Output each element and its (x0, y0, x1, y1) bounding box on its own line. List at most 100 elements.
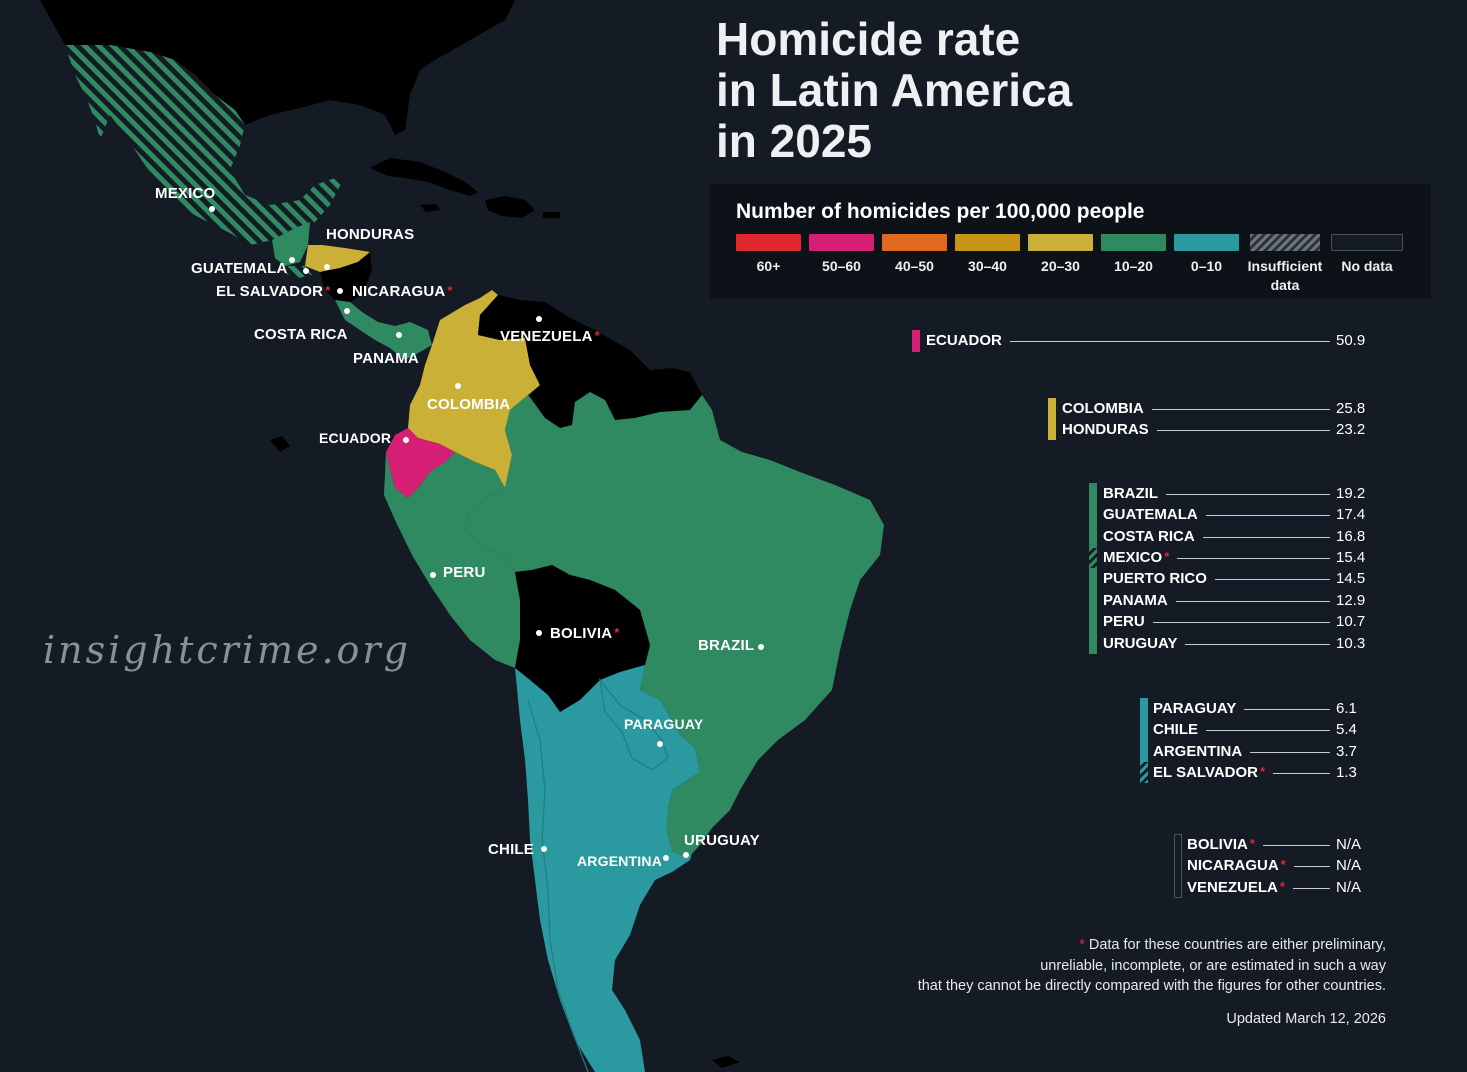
group-bar-20-30 (1048, 398, 1056, 440)
ranking-country: VENEZUELA * (1187, 878, 1285, 896)
ranking-country: COSTA RICA (1103, 527, 1195, 545)
ranking-country: CHILE (1153, 720, 1198, 738)
legend-items: 60+ 50–60 40–50 30–40 20–30 10–20 0–10 (736, 234, 1403, 295)
ranking-row-ecuador: ECUADOR 50.9 (926, 330, 1374, 350)
ranking-value: 12.9 (1336, 591, 1366, 609)
ranking-country: COLOMBIA (1062, 399, 1144, 417)
legend-label: 30–40 (968, 258, 1007, 274)
capital-dots (209, 206, 764, 861)
map-label-peru: PERU (443, 564, 486, 581)
title-line-1: Homicide rate (716, 13, 1021, 65)
legend-label: Insufficient data (1247, 258, 1323, 293)
ranking-value: 17.4 (1336, 505, 1366, 523)
ranking-row-mexico: MEXICO * 15.4 (1103, 547, 1374, 567)
ranking-country: EL SALVADOR * (1153, 763, 1266, 781)
legend-label: 20–30 (1041, 258, 1080, 274)
ranking-value: 50.9 (1336, 331, 1366, 349)
ranking-row-panama: PANAMA 12.9 (1103, 590, 1374, 610)
legend-item-insufficient-data: Insufficient data (1247, 234, 1323, 295)
leader-line (1175, 600, 1330, 602)
leader-line (1151, 408, 1330, 410)
ranking-country: ECUADOR (926, 331, 1002, 349)
leader-line (1262, 844, 1330, 846)
uruguay-region (666, 808, 712, 858)
leader-line (1177, 557, 1330, 559)
map-label-nicaragua: NICARAGUA * (352, 283, 453, 300)
legend-title: Number of homicides per 100,000 people (736, 200, 1145, 223)
bolivia-region (515, 565, 650, 712)
map-label-el-salvador: EL SALVADOR * (216, 283, 331, 300)
ranking-value: 14.5 (1336, 569, 1366, 587)
legend-swatch (1101, 234, 1166, 251)
group-bar-el-salvador-hatch (1140, 762, 1148, 783)
ranking-country: MEXICO * (1103, 548, 1170, 566)
map-label-venezuela: VENEZUELA * (500, 328, 600, 345)
legend-swatch (1331, 234, 1403, 251)
map-label-paraguay: PARAGUAY (624, 716, 704, 732)
map-label-panama: PANAMA (353, 350, 419, 367)
footnote-star: * (1079, 937, 1085, 953)
group-bar-50-60 (912, 330, 920, 352)
ranking-value: N/A (1336, 856, 1362, 874)
ranking-star: * (1279, 878, 1285, 894)
ranking-row-argentina: ARGENTINA 3.7 (1153, 741, 1374, 761)
map-star-venezuela: * (594, 328, 600, 343)
legend-label: 10–20 (1114, 258, 1153, 274)
ranking-country: HONDURAS (1062, 420, 1149, 438)
galapagos-island (270, 436, 290, 452)
map-label-ecuador: ECUADOR (319, 430, 392, 446)
ranking-value: 10.3 (1336, 634, 1366, 652)
ranking-country: ARGENTINA (1153, 742, 1243, 760)
map-label-colombia: COLOMBIA (427, 396, 511, 413)
ranking-row-chile: CHILE 5.4 (1153, 719, 1374, 739)
legend-label: 50–60 (822, 258, 861, 274)
map-label-bolivia: BOLIVIA * (550, 625, 620, 642)
paraguay-border (599, 677, 669, 771)
ranking-country: GUATEMALA (1103, 505, 1198, 523)
leader-line (1244, 708, 1330, 710)
legend-item-30-40: 30–40 (955, 234, 1020, 295)
ranking-value: 1.3 (1336, 763, 1357, 781)
ranking-star: * (1280, 856, 1286, 872)
legend-item-40-50: 40–50 (882, 234, 947, 295)
ranking-row-paraguay: PARAGUAY 6.1 (1153, 698, 1374, 718)
ranking-country: PARAGUAY (1153, 699, 1237, 717)
map-label-guatemala: GUATEMALA (191, 260, 288, 277)
chile-argentina-border (527, 699, 589, 1072)
legend-item-60-plus: 60+ (736, 234, 801, 295)
ranking-value: 19.2 (1336, 484, 1366, 502)
legend-label: 60+ (756, 258, 781, 274)
ranking-country: PUERTO RICO (1103, 569, 1207, 587)
leader-line (1205, 514, 1330, 516)
footnote-line-3: that they cannot be directly compared wi… (917, 978, 1386, 994)
puerto-rico-island (543, 212, 560, 218)
legend-swatch (809, 234, 874, 251)
title-line-3: in 2025 (716, 115, 872, 167)
legend-swatch (882, 234, 947, 251)
legend-swatch (1174, 234, 1239, 251)
ranking-value: 10.7 (1336, 612, 1366, 630)
venezuela-region (478, 295, 702, 428)
ranking-row-puerto-rico: PUERTO RICO 14.5 (1103, 568, 1374, 588)
legend: Number of homicides per 100,000 people 6… (710, 184, 1431, 299)
legend-swatch (1250, 234, 1320, 251)
falklands-island (712, 1056, 740, 1068)
legend-item-0-10: 0–10 (1174, 234, 1239, 295)
ranking-row-uruguay: URUGUAY 10.3 (1103, 633, 1374, 653)
map-label-brazil: BRAZIL (698, 637, 755, 654)
ranking-row-colombia: COLOMBIA 25.8 (1062, 398, 1374, 418)
ranking-value: 6.1 (1336, 699, 1357, 717)
ranking-country: NICARAGUA * (1187, 856, 1286, 874)
guatemala-region (272, 222, 310, 266)
honduras-region (305, 245, 370, 272)
ranking-value: 16.8 (1336, 527, 1366, 545)
legend-item-no-data: No data (1331, 234, 1403, 295)
map-label-mexico: MEXICO (155, 185, 216, 202)
legend-label: 40–50 (895, 258, 934, 274)
ranking-row-venezuela: VENEZUELA * N/A (1187, 877, 1374, 897)
map-star-nicaragua: * (447, 283, 453, 298)
ranking-country: PANAMA (1103, 591, 1168, 609)
ranking-row-peru: PERU 10.7 (1103, 611, 1374, 631)
page-title: Homicide rate in Latin America in 2025 (716, 14, 1196, 167)
leader-line (1206, 729, 1330, 731)
